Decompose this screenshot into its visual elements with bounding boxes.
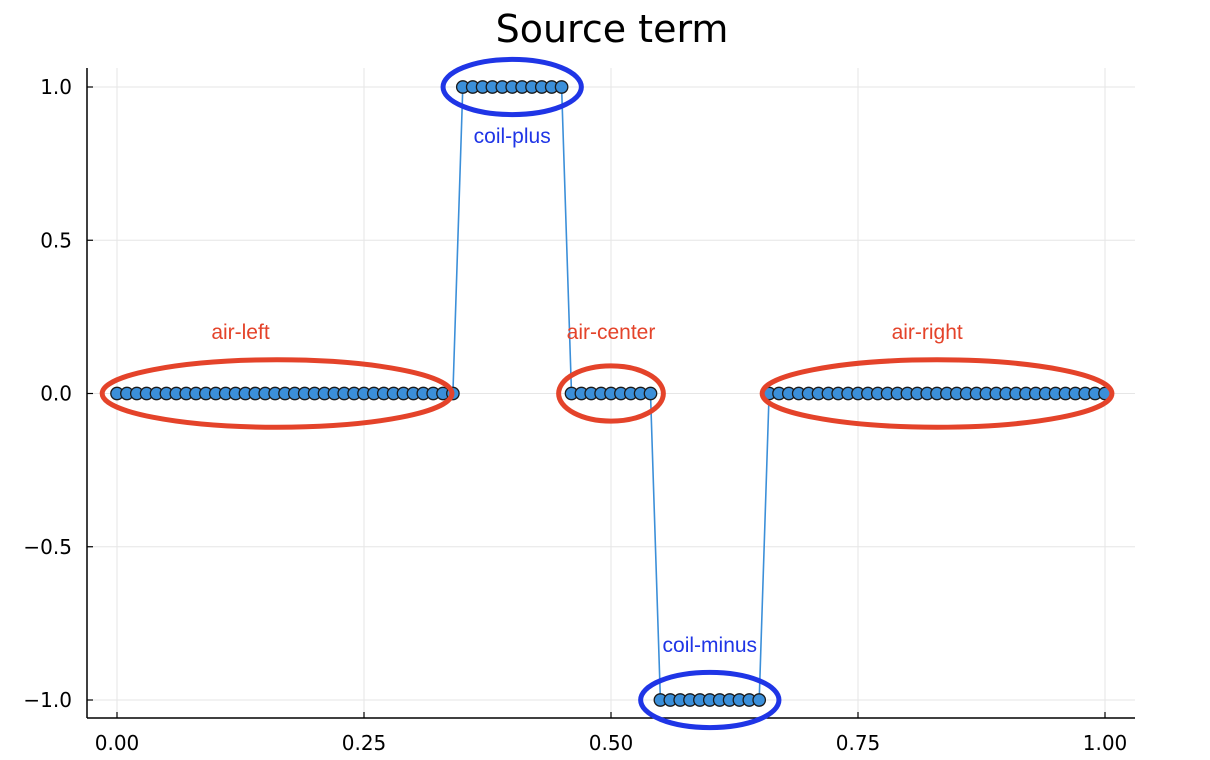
data-point-65 bbox=[752, 693, 767, 707]
annotation-label-coil-minus: coil-minus bbox=[663, 634, 758, 657]
chart-title: Source term bbox=[496, 7, 729, 51]
annotation-ellipse-air-right bbox=[759, 357, 1115, 430]
x-tick-label-2: 0.50 bbox=[589, 731, 634, 755]
annotation-ellipse-air-center bbox=[556, 363, 666, 424]
y-tick-label-3: −0.5 bbox=[23, 535, 72, 559]
y-tick-label-1: 0.5 bbox=[40, 228, 72, 252]
data-point-54 bbox=[643, 386, 658, 401]
y-tick-label-0: 1.0 bbox=[40, 75, 72, 99]
x-tick-label-4: 1.00 bbox=[1083, 731, 1128, 755]
annotation-label-air-left: air-left bbox=[211, 321, 270, 344]
annotation-ellipse-air-left bbox=[99, 357, 455, 430]
x-axis-ticks: 0.00 0.25 0.50 0.75 1.00 bbox=[95, 712, 1128, 755]
x-tick-label-0: 0.00 bbox=[95, 731, 140, 755]
x-tick-label-1: 0.25 bbox=[342, 731, 387, 755]
series bbox=[110, 80, 1112, 707]
annotation-ellipse-coil-minus bbox=[638, 669, 782, 731]
annotation-label-air-right: air-right bbox=[892, 321, 963, 344]
annotation-ellipse-coil-plus bbox=[440, 56, 584, 118]
y-axis-ticks: 1.0 0.5 0.0 −0.5 −1.0 bbox=[23, 75, 93, 712]
data-point-45 bbox=[554, 80, 569, 94]
annotation-label-air-center: air-center bbox=[567, 321, 656, 344]
x-tick-label-3: 0.75 bbox=[836, 731, 881, 755]
y-tick-label-4: −1.0 bbox=[23, 688, 72, 712]
annotation-label-coil-plus: coil-plus bbox=[474, 125, 551, 148]
annotations: coil-plus air-left air-center air-right coil… bbox=[99, 56, 1115, 731]
y-tick-label-2: 0.0 bbox=[40, 382, 72, 406]
